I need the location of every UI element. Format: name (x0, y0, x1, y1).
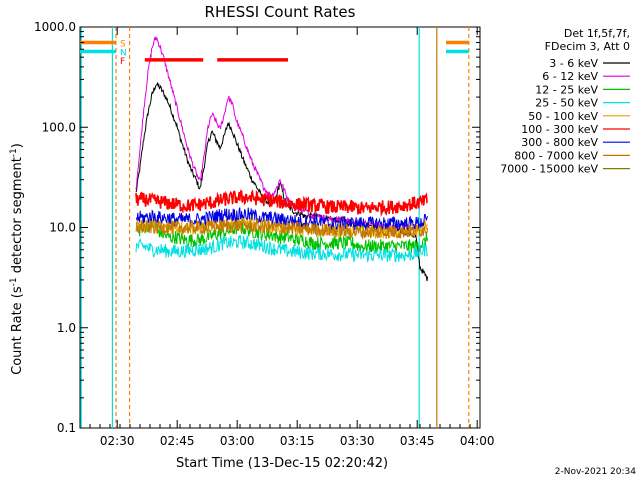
series-line-5 (135, 189, 429, 217)
legend-label-2: 12 - 25 keV (535, 83, 598, 96)
x-tick-label-0: 02:30 (100, 434, 135, 448)
timestamp-footer: 2-Nov-2021 20:34 (555, 467, 637, 477)
x-tick-label-2: 03:00 (220, 434, 255, 448)
legend-label-8: 7000 - 15000 keV (500, 163, 598, 176)
x-tick-label-3: 03:15 (280, 434, 315, 448)
legend-label-1: 6 - 12 keV (542, 70, 598, 83)
legend-header-line2: FDecim 3, Att 0 (545, 40, 630, 53)
interval-label-S: S (120, 40, 126, 50)
x-axis-label: Start Time (13-Dec-15 02:20:42) (176, 456, 388, 471)
y-tick-label-2: 10.0 (49, 221, 76, 235)
axes: 02:30 02:45 03:00 03:15 03:30 03:45 04:00 0.1 1.… (34, 20, 494, 448)
y-axis-label: Count Rate (s-1 detector segment-1) (9, 143, 25, 375)
x-tick-label-1: 02:45 (160, 434, 195, 448)
series-line-7 (135, 217, 429, 240)
legend-label-6: 300 - 800 keV (521, 136, 598, 149)
chart-title: RHESSI Count Rates (205, 3, 356, 21)
legend: Det 1f,5f,7f, FDecim 3, Att 0 3 - 6 keV6… (500, 27, 630, 176)
interval-label-F: F (120, 57, 125, 67)
series-line-1 (135, 36, 417, 232)
y-tick-label-0: 0.1 (57, 421, 76, 435)
legend-header-line1: Det 1f,5f,7f, (564, 27, 630, 40)
legend-label-7: 800 - 7000 keV (514, 149, 598, 162)
y-axis-label-sup1: -1 (9, 277, 19, 286)
legend-label-0: 3 - 6 keV (549, 57, 598, 70)
interval-label-N: N (120, 48, 127, 58)
series-line-6 (135, 207, 429, 231)
x-tick-label-4: 03:30 (340, 434, 375, 448)
series-lines (135, 36, 429, 282)
interval-bars: SNF (80, 40, 469, 67)
y-tick-label-3: 100.0 (42, 120, 76, 134)
y-tick-label-1: 1.0 (57, 321, 76, 335)
legend-label-4: 50 - 100 keV (528, 110, 598, 123)
legend-label-3: 25 - 50 keV (535, 97, 598, 110)
x-tick-label-5: 03:45 (400, 434, 435, 448)
y-axis-label-sup2: -1 (9, 148, 19, 157)
y-axis-label-main: Count Rate (s (10, 286, 25, 375)
legend-label-5: 100 - 300 keV (521, 123, 598, 136)
y-axis-label-mid: detector segment (10, 157, 25, 277)
x-tick-label-6: 04:00 (460, 434, 495, 448)
y-tick-label-4: 1000.0 (34, 20, 76, 34)
y-axis-label-end: ) (10, 143, 25, 148)
series-line-3 (135, 235, 429, 263)
